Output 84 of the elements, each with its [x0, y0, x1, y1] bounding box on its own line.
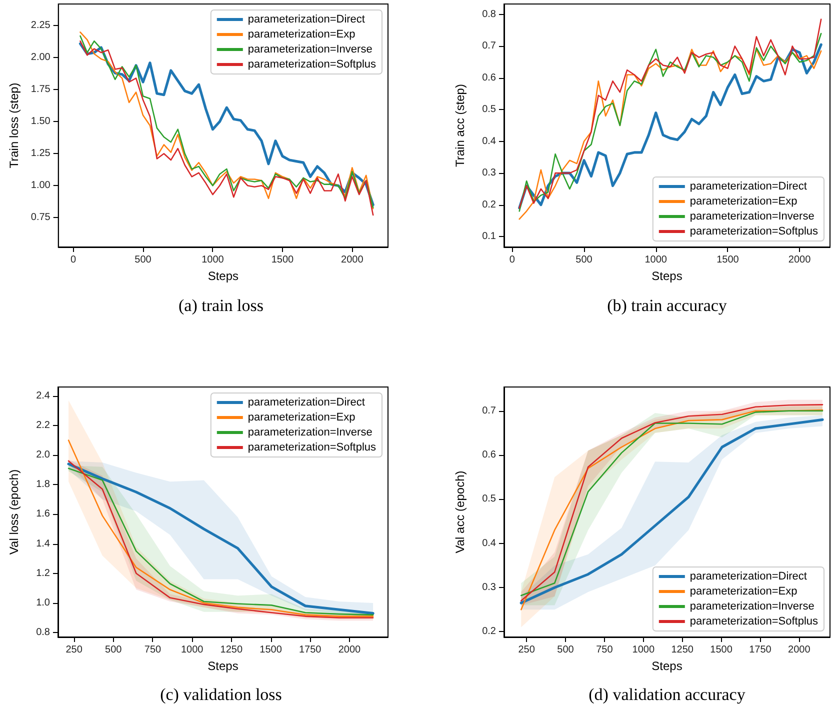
text: (d) validation accuracy: [588, 685, 746, 705]
y-tick-label: 0.2: [482, 199, 496, 210]
x-tick-label: 500: [576, 254, 593, 266]
y-tick-label: 1.75: [30, 84, 51, 96]
y-tick-label: 0.6: [482, 72, 496, 84]
y-tick-label: 1.4: [36, 538, 50, 550]
x-tick-label: 250: [66, 644, 83, 656]
y-tick-label: 0.8: [482, 8, 496, 20]
y-axis-title: Train loss (step): [7, 82, 21, 168]
y-tick-label: 1.6: [36, 508, 50, 520]
x-tick-label: 1500: [271, 254, 294, 266]
text: (c) validation loss: [159, 685, 283, 705]
y-tick-label: 0.2: [482, 626, 496, 638]
legend-label: parameterization=Softplus: [248, 58, 376, 70]
y-tick-label: 0.5: [482, 104, 496, 116]
y-tick-label: 1.00: [30, 180, 51, 192]
x-tick-label: 1250: [671, 644, 694, 656]
y-tick-label: 2.0: [36, 450, 50, 461]
x-tick-label: 2000: [788, 644, 811, 656]
y-tick-label: 0.7: [482, 405, 496, 416]
x-tick-label: 2000: [341, 254, 364, 266]
y-tick-label: 1.0: [36, 597, 50, 608]
x-axis-title: Steps: [208, 268, 239, 283]
legend-label: parameterization=Softplus: [690, 226, 818, 238]
legend-label: parameterization=Inverse: [690, 210, 814, 222]
x-tick-label: 500: [134, 254, 152, 266]
text: (b) train accuracy: [606, 296, 728, 316]
y-axis-title: Val loss (epoch): [7, 469, 21, 555]
x-axis-title: Steps: [652, 658, 682, 673]
x-tick-label: 2000: [788, 254, 812, 266]
legend-label: parameterization=Direct: [690, 570, 807, 582]
x-tick-label: 750: [144, 644, 162, 656]
x-axis-title: Steps: [208, 658, 238, 673]
legend-label: parameterization=Exp: [690, 196, 798, 208]
x-tick-label: 1000: [632, 644, 655, 656]
y-axis-title: Val acc (epoch): [453, 470, 467, 554]
y-tick-label: 0.75: [30, 212, 51, 224]
legend-label: parameterization=Exp: [248, 412, 356, 424]
y-tick-label: 2.2: [36, 420, 50, 431]
x-tick-label: 1000: [180, 644, 204, 656]
y-tick-label: 0.7: [482, 40, 496, 52]
y-tick-label: 2.25: [30, 20, 51, 32]
legend-label: parameterization=Direct: [248, 396, 365, 408]
y-axis-title: Train acc (step): [453, 84, 467, 167]
y-tick-label: 0.4: [482, 136, 496, 147]
x-tick-label: 1500: [710, 644, 733, 656]
x-tick-label: 500: [557, 644, 574, 656]
y-tick-label: 2.4: [36, 390, 50, 402]
y-tick-label: 0.4: [482, 538, 496, 549]
y-tick-label: 0.8: [36, 627, 50, 638]
x-tick-label: 1500: [260, 644, 282, 656]
x-tick-label: 1500: [716, 254, 740, 266]
x-tick-label: 0: [70, 254, 76, 266]
legend-label: parameterization=Exp: [690, 586, 798, 598]
x-tick-label: 1750: [749, 644, 772, 656]
y-tick-label: 0.5: [482, 494, 496, 505]
x-tick-label: 500: [105, 644, 122, 656]
legend-label: parameterization=Softplus: [690, 616, 818, 628]
x-tick-label: 1000: [202, 254, 224, 266]
legend-label: parameterization=Direct: [248, 14, 365, 26]
y-tick-label: 1.2: [36, 568, 50, 579]
x-tick-label: 250: [518, 644, 536, 656]
y-tick-label: 1.25: [30, 148, 51, 160]
y-tick-label: 0.3: [482, 168, 496, 179]
legend-label: parameterization=Direct: [690, 180, 807, 192]
x-tick-label: 1000: [644, 254, 668, 266]
legend-label: parameterization=Exp: [248, 28, 356, 40]
x-tick-label: 2000: [338, 644, 362, 656]
y-tick-label: 0.3: [482, 582, 496, 594]
y-tick-label: 2.00: [30, 52, 51, 64]
y-tick-label: 1.50: [30, 116, 51, 128]
legend-label: parameterization=Inverse: [690, 600, 814, 612]
legend-label: parameterization=Inverse: [248, 426, 372, 438]
x-axis-title: Steps: [652, 268, 682, 283]
y-tick-label: 0.6: [482, 450, 496, 461]
legend-label: parameterization=Inverse: [248, 44, 372, 56]
text: (a) train loss: [178, 296, 264, 316]
x-tick-label: 1250: [220, 644, 243, 656]
y-tick-label: 1.8: [36, 479, 50, 490]
legend-label: parameterization=Softplus: [248, 442, 376, 454]
x-tick-label: 750: [596, 644, 614, 656]
y-tick-label: 0.1: [482, 231, 496, 242]
x-tick-label: 1750: [298, 644, 322, 656]
x-tick-label: 0: [509, 254, 516, 266]
